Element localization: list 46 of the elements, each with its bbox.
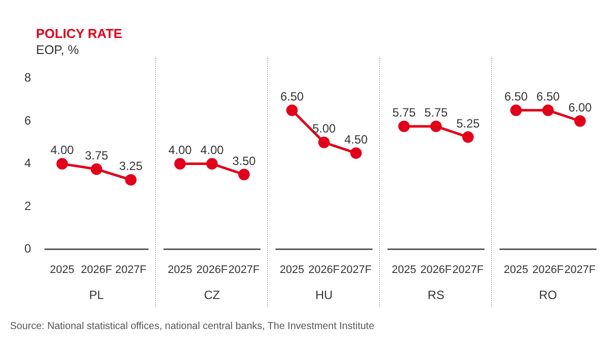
x-axis-title: PL: [89, 288, 104, 302]
x-tick-label: 2025: [504, 264, 528, 276]
data-label: 6.50: [504, 90, 528, 104]
data-label: 5.75: [424, 106, 448, 120]
data-label: 4.00: [200, 143, 224, 158]
x-tick-label: 2027F: [228, 264, 260, 276]
x-tick-label: 2027F: [115, 264, 147, 276]
data-label: 5.00: [312, 122, 336, 136]
x-tick-label: 2027F: [564, 264, 596, 276]
data-label: 6.50: [280, 90, 304, 104]
y-tick-label: 6: [24, 113, 32, 128]
data-label: 3.50: [232, 154, 256, 168]
x-tick-label: 2025: [168, 264, 192, 276]
data-label: 5.75: [392, 106, 416, 120]
x-axis-title: RO: [539, 288, 557, 302]
y-tick-label: 0: [24, 242, 32, 256]
x-tick-label: 2027F: [452, 264, 484, 276]
x-axis-title: RS: [428, 288, 444, 302]
y-tick-label: 2: [24, 198, 32, 213]
x-tick-label: 2025: [280, 264, 304, 276]
x-tick-label: 2026F: [532, 264, 564, 276]
x-tick-label: 2026F: [420, 264, 452, 276]
chart-subtitle: EOP, %: [36, 43, 80, 57]
data-label: 3.75: [84, 148, 108, 162]
x-tick-label: 2026F: [80, 264, 112, 276]
data-label: 6.00: [568, 100, 592, 114]
x-axis-title: HU: [315, 288, 333, 302]
x-tick-label: 2026F: [308, 264, 340, 276]
x-tick-label: 2027F: [340, 264, 372, 276]
point: [90, 163, 102, 175]
y-tick-label: 8: [24, 70, 32, 85]
x-tick-label: 2025: [50, 264, 74, 276]
x-axis-title: CZ: [204, 288, 220, 302]
data-label: 6.50: [536, 90, 560, 104]
source-note: Source: National statistical offices, national central banks, The Investment Institute: [10, 321, 376, 332]
data-label: 3.25: [119, 159, 143, 174]
data-label: 4.50: [344, 132, 368, 146]
point: [125, 174, 137, 186]
x-tick-label: 2025: [392, 264, 416, 276]
chart-title: POLICY RATE: [36, 26, 124, 41]
x-tick-label: 2026F: [196, 264, 228, 276]
point: [56, 158, 68, 170]
y-tick-label: 4: [24, 156, 32, 170]
data-label: 5.25: [456, 116, 480, 130]
data-label: 4.00: [50, 143, 74, 158]
data-label: 4.00: [168, 143, 192, 158]
